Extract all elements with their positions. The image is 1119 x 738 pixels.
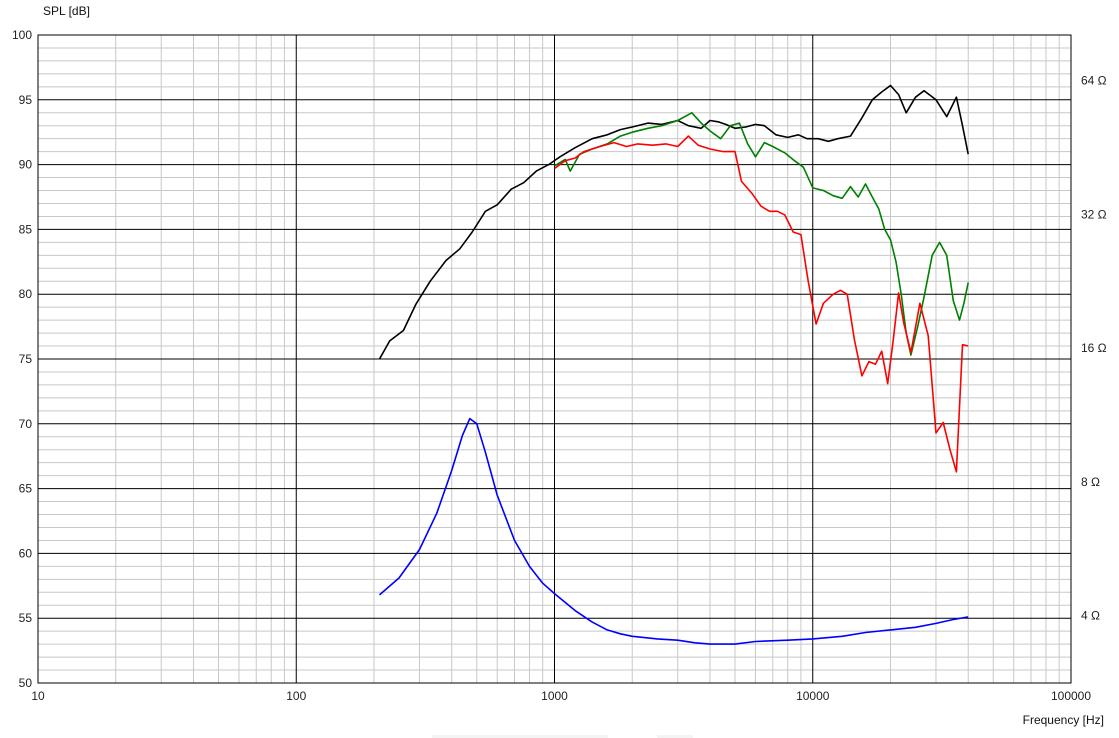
impedance-tick-label: 64 Ω: [1081, 74, 1107, 88]
y-tick-label: 90: [19, 158, 33, 172]
y-tick-label: 75: [19, 352, 33, 366]
x-tick-label: 10000: [796, 689, 830, 703]
y-tick-label: 100: [12, 28, 32, 42]
x-tick-label: 100000: [1051, 689, 1091, 703]
chart-curves: [378, 84, 969, 645]
impedance-tick-label: 32 Ω: [1081, 207, 1107, 221]
impedance-tick-label: 4 Ω: [1081, 609, 1100, 623]
footer-blank-box-a: [432, 735, 608, 738]
x-axis-title: Frequency [Hz]: [1022, 713, 1104, 727]
x-tick-label: 10: [31, 689, 45, 703]
y-tick-label: 50: [19, 676, 33, 690]
y-tick-label: 70: [19, 417, 33, 431]
x-tick-label: 100: [286, 689, 306, 703]
series-line-1: [554, 112, 969, 356]
y-tick-label: 80: [19, 287, 33, 301]
y-tick-label: 85: [19, 222, 33, 236]
series-line-3: [378, 417, 969, 645]
y-axis-title: SPL [dB]: [43, 4, 90, 18]
series-line-2: [554, 135, 969, 473]
chart-tick-labels: 50 55 60 65 70 75 80 85 90 95 100 10 100 1000 10000 100…: [12, 28, 1107, 703]
y-tick-label: 60: [19, 546, 33, 560]
chart-grid: [37, 34, 1072, 684]
x-tick-label: 1000: [541, 689, 568, 703]
series-line-0: [378, 84, 969, 360]
impedance-tick-label: 16 Ω: [1081, 341, 1107, 355]
y-tick-label: 55: [19, 611, 33, 625]
y-tick-label: 65: [19, 482, 33, 496]
impedance-tick-label: 8 Ω: [1081, 475, 1100, 489]
footer-blank-box-b: [657, 735, 693, 738]
y-tick-label: 95: [19, 93, 33, 107]
